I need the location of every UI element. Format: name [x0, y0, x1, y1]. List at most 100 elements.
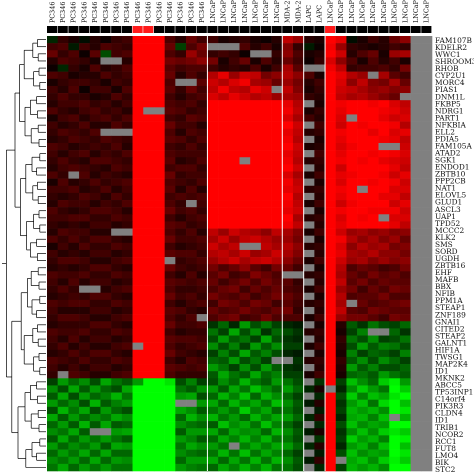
heatmap-cell	[399, 221, 411, 229]
gene-label: PPM1A	[435, 296, 463, 305]
heatmap-cell	[357, 107, 369, 115]
heatmap-cell	[175, 421, 187, 429]
heatmap-cell	[143, 142, 155, 151]
heatmap-cell	[121, 107, 133, 115]
heatmap-cell	[228, 57, 240, 65]
heatmap-cell	[250, 292, 262, 301]
heatmap-cell	[57, 36, 69, 44]
heatmap-cell-missing	[410, 335, 422, 343]
heatmap-cell	[346, 78, 358, 87]
heatmap-cell	[143, 43, 155, 51]
heatmap-cell	[271, 200, 283, 208]
heatmap-cell	[314, 264, 326, 272]
heatmap-cell	[79, 449, 91, 458]
heatmap-cell	[57, 399, 69, 408]
heatmap-cell	[271, 342, 283, 351]
heatmap-cell-missing	[282, 356, 294, 365]
heatmap-cell	[164, 456, 176, 465]
heatmap-cell	[132, 100, 144, 108]
heatmap-cell	[196, 306, 208, 315]
heatmap-cell	[378, 150, 390, 158]
heatmap-cell	[357, 271, 369, 279]
heatmap-cell	[314, 164, 326, 172]
heatmap-cell-missing	[89, 428, 101, 436]
heatmap-cell	[250, 299, 262, 308]
heatmap-cell	[186, 285, 198, 294]
heatmap-cell	[100, 285, 112, 294]
gene-label: NFIB	[435, 289, 455, 298]
heatmap-cell	[100, 413, 112, 422]
heatmap-cell	[143, 50, 155, 58]
heatmap-cell-missing	[421, 385, 433, 393]
heatmap-cell	[282, 164, 294, 172]
heatmap-cell	[260, 185, 272, 194]
heatmap-cell	[239, 356, 251, 365]
heatmap-cell	[207, 285, 219, 294]
heatmap-cell	[228, 157, 240, 165]
heatmap-cell	[57, 413, 69, 422]
heatmap-cell	[250, 135, 262, 144]
heatmap-cell	[399, 335, 411, 343]
heatmap-cell	[175, 442, 187, 450]
heatmap-cell	[357, 164, 369, 172]
heatmap-cell-missing	[367, 328, 379, 336]
heatmap-cell-missing	[421, 200, 433, 208]
heatmap-cell	[111, 463, 123, 472]
heatmap-cell	[314, 214, 326, 222]
heatmap-cell	[218, 335, 230, 343]
sample-label: PC346	[145, 2, 153, 23]
heatmap-cell	[367, 342, 379, 351]
heatmap-cell	[143, 114, 155, 122]
heatmap-cell	[47, 114, 58, 122]
heatmap-cell	[260, 285, 272, 294]
heatmap-cell	[271, 78, 283, 87]
heatmap-cell	[357, 413, 369, 422]
heatmap-cell	[335, 85, 347, 94]
heatmap-cell	[271, 100, 283, 108]
heatmap-cell	[207, 50, 219, 58]
heatmap-cell	[367, 321, 379, 329]
heatmap-cell	[79, 299, 91, 308]
heatmap-cell	[271, 221, 283, 229]
heatmap-cell	[228, 50, 240, 58]
heatmap-cell	[367, 428, 379, 436]
heatmap-cell	[260, 192, 272, 201]
group-separator	[303, 36, 305, 471]
heatmap-cell	[239, 364, 251, 372]
heatmap-cell	[153, 57, 165, 65]
heatmap-cell	[260, 150, 272, 158]
heatmap-cell	[367, 264, 379, 272]
heatmap-cell-missing	[421, 264, 433, 272]
heatmap-cell	[378, 299, 390, 308]
heatmap-cell	[100, 150, 112, 158]
heatmap-cell	[292, 178, 304, 187]
heatmap-cell	[207, 321, 219, 329]
heatmap-cell-missing	[143, 107, 155, 115]
heatmap-cell-missing	[421, 314, 433, 322]
heatmap-cell	[271, 249, 283, 258]
heatmap-cell	[399, 356, 411, 365]
heatmap-cell	[325, 192, 337, 201]
heatmap-cell	[335, 264, 347, 272]
heatmap-cell	[175, 385, 187, 393]
heatmap-cell	[207, 257, 219, 265]
heatmap-cell	[121, 442, 133, 450]
heatmap-cell	[153, 428, 165, 436]
heatmap-cell	[260, 292, 272, 301]
heatmap-cell	[335, 449, 347, 458]
heatmap-cell	[143, 378, 155, 386]
heatmap-cell	[100, 100, 112, 108]
heatmap-cell	[389, 242, 401, 251]
heatmap-cell	[186, 349, 198, 358]
heatmap-cell	[79, 71, 91, 80]
heatmap-cell	[228, 214, 240, 222]
heatmap-cell	[346, 100, 358, 108]
heatmap-cell	[175, 314, 187, 322]
heatmap-cell	[175, 185, 187, 194]
heatmap-cell	[100, 64, 112, 72]
heatmap-cell	[132, 78, 144, 87]
heatmap-cell	[399, 114, 411, 122]
heatmap-cell	[335, 43, 347, 51]
heatmap-cell	[335, 164, 347, 172]
heatmap-cell	[357, 392, 369, 400]
